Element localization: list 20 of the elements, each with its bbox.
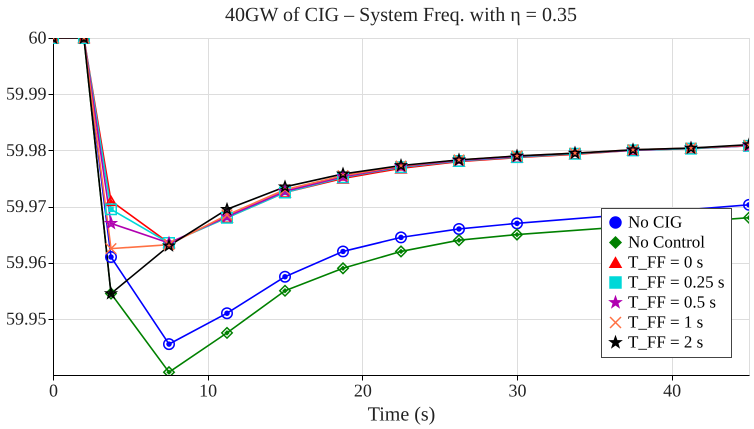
legend-label: T_FF = 0 s (628, 252, 704, 272)
x-tick-label: 30 (508, 380, 526, 400)
chart-title: 40GW of CIG – System Freq. with η = 0.35 (225, 4, 577, 26)
x-tick-label: 20 (354, 380, 372, 400)
y-tick-label: 59.95 (6, 308, 46, 328)
y-tick-label: 59.98 (6, 140, 46, 160)
legend-label: No Control (628, 232, 706, 252)
legend-label: T_FF = 2 s (628, 332, 704, 352)
y-tick-label: 60 (28, 28, 46, 48)
legend-label: T_FF = 1 s (628, 312, 704, 332)
x-tick-label: 40 (663, 380, 682, 400)
y-tick-label: 59.97 (6, 196, 46, 216)
x-tick-label: 10 (199, 380, 218, 400)
x-axis-title: Time (s) (368, 404, 436, 426)
legend-label: No CIG (628, 212, 682, 232)
legend-label: T_FF = 0.25 s (628, 272, 724, 292)
x-tick-label: 0 (49, 380, 58, 400)
y-tick-label: 59.96 (6, 252, 46, 272)
legend-label: T_FF = 0.5 s (628, 292, 716, 312)
y-tick-label: 59.99 (6, 84, 46, 104)
